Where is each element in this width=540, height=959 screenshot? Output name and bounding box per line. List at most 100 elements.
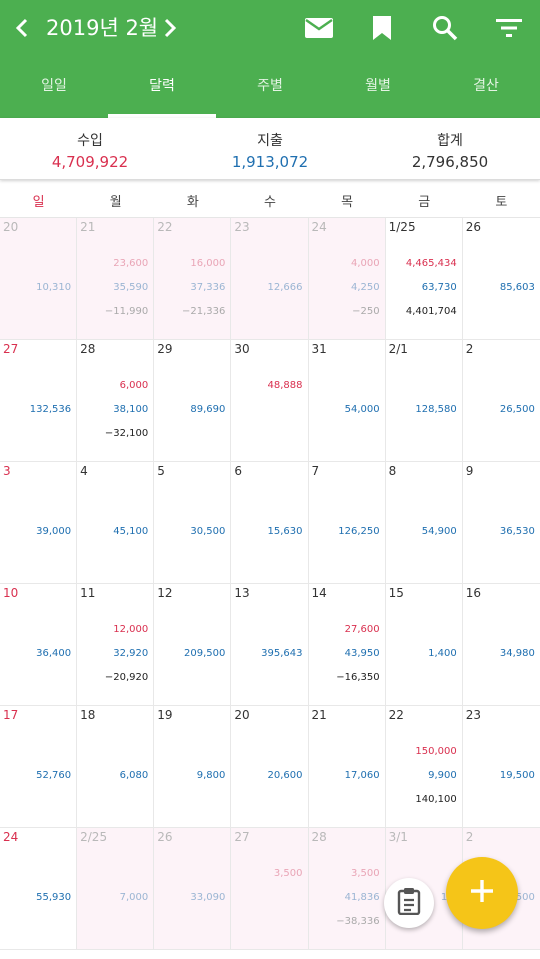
calendar-day-cell[interactable]: 6 15,630 xyxy=(231,462,309,584)
calendar-day-cell[interactable]: 22 150,000 9,900 140,100 xyxy=(385,706,463,828)
calendar-day-cell[interactable]: 11 12,000 32,920 −20,920 xyxy=(77,584,155,706)
calendar-day-cell[interactable]: 28 3,500 41,836 −38,336 xyxy=(308,828,386,950)
clipboard-icon xyxy=(397,887,421,919)
expense-amount: 4,250 xyxy=(350,282,380,293)
day-number: 20 xyxy=(234,708,250,722)
calendar-day-cell[interactable]: 20 10,310 xyxy=(0,218,78,340)
expense-amount: 33,090 xyxy=(190,892,226,903)
total-label: 합계 xyxy=(437,133,463,149)
calendar-day-cell[interactable]: 17 52,760 xyxy=(0,706,78,828)
day-number: 24 xyxy=(311,220,327,234)
calendar-day-cell[interactable]: 30 48,888 xyxy=(231,340,309,462)
calendar-day-cell[interactable]: 22 16,000 37,336 −21,336 xyxy=(154,218,232,340)
chevron-left-icon[interactable] xyxy=(8,14,36,42)
calendar-day-cell[interactable]: 5 30,500 xyxy=(154,462,232,584)
calendar-day-cell[interactable]: 31 54,000 xyxy=(308,340,386,462)
expense-amount: 36,530 xyxy=(499,526,535,537)
income-amount: 4,465,434 xyxy=(405,258,457,269)
income-amount: 6,000 xyxy=(119,380,149,391)
weekday-wed: 수 xyxy=(264,195,276,210)
calendar-day-cell[interactable]: 4 45,100 xyxy=(77,462,155,584)
expense-amount: 89,690 xyxy=(190,404,226,415)
calendar-day-cell[interactable]: 28 6,000 38,100 −32,100 xyxy=(77,340,155,462)
view-tabs: 일일 달력 주별 월별 결산 xyxy=(0,66,540,118)
day-number: 2/25 xyxy=(80,830,108,844)
day-number: 2/1 xyxy=(388,342,408,356)
total-amount: −20,920 xyxy=(104,672,149,683)
calendar-week: 27 132,536 28 6,000 38,100 −32,100 29 89,690 30 4… xyxy=(0,340,540,462)
calendar-day-cell[interactable]: 13 395,643 xyxy=(231,584,309,706)
day-number: 18 xyxy=(80,708,96,722)
day-number: 24 xyxy=(3,830,19,844)
calendar-day-cell[interactable]: 3 39,000 xyxy=(0,462,78,584)
expense-amount: 63,730 xyxy=(421,282,457,293)
calendar-day-cell[interactable]: 19 9,800 xyxy=(154,706,232,828)
summary-income: 수입 4,709,922 xyxy=(0,118,180,179)
weekday-sun: 일 xyxy=(32,195,45,210)
chevron-right-icon[interactable] xyxy=(156,14,184,42)
summary-bar: 수입 4,709,922 지출 1,913,072 합계 2,796,850 xyxy=(0,118,540,180)
add-transaction-button[interactable] xyxy=(446,857,518,929)
clipboard-button[interactable] xyxy=(384,878,434,928)
calendar-day-cell[interactable]: 10 36,400 xyxy=(0,584,78,706)
expense-amount: 10,310 xyxy=(36,282,72,293)
calendar-day-cell[interactable]: 16 34,980 xyxy=(462,584,540,706)
calendar-day-cell[interactable]: 2 26,500 xyxy=(462,340,540,462)
expense-amount: 45,100 xyxy=(113,526,149,537)
calendar-day-cell[interactable]: 8 54,900 xyxy=(385,462,463,584)
calendar-day-cell[interactable]: 1/25 4,465,434 63,730 4,401,704 xyxy=(385,218,463,340)
total-amount: −250 xyxy=(352,306,380,317)
calendar-day-cell[interactable]: 2/1 128,580 xyxy=(385,340,463,462)
calendar-day-cell[interactable]: 9 36,530 xyxy=(462,462,540,584)
weekday-fri: 금 xyxy=(418,195,431,210)
calendar-day-cell[interactable]: 24 55,930 xyxy=(0,828,78,950)
day-number: 27 xyxy=(234,830,250,844)
day-number: 21 xyxy=(311,708,327,722)
calendar-day-cell[interactable]: 23 12,666 xyxy=(231,218,309,340)
income-amount: 23,600 xyxy=(113,258,149,269)
calendar-day-cell[interactable]: 21 17,060 xyxy=(308,706,386,828)
calendar-day-cell[interactable]: 15 1,400 xyxy=(385,584,463,706)
calendar-week: 20 10,310 21 23,600 35,590 −11,990 22 16,000 37,… xyxy=(0,218,540,340)
mail-icon[interactable] xyxy=(303,12,335,44)
calendar-day-cell[interactable]: 14 27,600 43,950 −16,350 xyxy=(308,584,386,706)
weekday-tue: 화 xyxy=(186,195,199,210)
calendar-day-cell[interactable]: 2/25 7,000 xyxy=(77,828,155,950)
calendar-day-cell[interactable]: 12 209,500 xyxy=(154,584,232,706)
calendar-day-cell[interactable]: 27 3,500 xyxy=(231,828,309,950)
day-number: 26 xyxy=(465,220,482,234)
calendar-day-cell[interactable]: 29 89,690 xyxy=(154,340,232,462)
expense-amount: 85,603 xyxy=(499,282,535,293)
tab-settlement[interactable]: 결산 xyxy=(473,78,499,94)
total-amount: 4,401,704 xyxy=(405,306,457,317)
expense-amount: 26,500 xyxy=(499,404,535,415)
calendar-day-cell[interactable]: 21 23,600 35,590 −11,990 xyxy=(77,218,155,340)
calendar-day-cell[interactable]: 24 4,000 4,250 −250 xyxy=(308,218,386,340)
expense-label: 지출 xyxy=(257,133,283,149)
expense-amount: 126,250 xyxy=(338,526,380,537)
calendar-day-cell[interactable]: 27 132,536 xyxy=(0,340,78,462)
bookmark-icon[interactable] xyxy=(366,12,398,44)
total-amount: −38,336 xyxy=(336,916,380,927)
calendar-day-cell[interactable]: 7 126,250 xyxy=(308,462,386,584)
calendar-day-cell[interactable]: 26 85,603 xyxy=(462,218,540,340)
tab-daily[interactable]: 일일 xyxy=(41,78,67,94)
total-amount: 140,100 xyxy=(415,794,457,805)
weekday-thu: 목 xyxy=(341,195,354,210)
calendar-day-cell[interactable]: 18 6,080 xyxy=(77,706,155,828)
calendar-day-cell[interactable]: 26 33,090 xyxy=(154,828,232,950)
month-title[interactable]: 2019년 2월 xyxy=(46,16,159,40)
calendar-day-cell[interactable]: 23 19,500 xyxy=(462,706,540,828)
expense-amount: 395,643 xyxy=(261,648,303,659)
expense-amount: 7,000 xyxy=(119,892,149,903)
expense-amount: 36,400 xyxy=(36,648,72,659)
filter-icon[interactable] xyxy=(493,12,525,44)
income-amount: 4,000 xyxy=(350,258,380,269)
expense-amount: 19,500 xyxy=(499,770,535,781)
tab-calendar[interactable]: 달력 xyxy=(108,66,216,118)
day-number: 2 xyxy=(465,342,474,356)
tab-weekly[interactable]: 주별 xyxy=(257,78,283,94)
calendar-day-cell[interactable]: 20 20,600 xyxy=(231,706,309,828)
search-icon[interactable] xyxy=(429,12,461,44)
tab-monthly[interactable]: 월별 xyxy=(365,78,391,94)
